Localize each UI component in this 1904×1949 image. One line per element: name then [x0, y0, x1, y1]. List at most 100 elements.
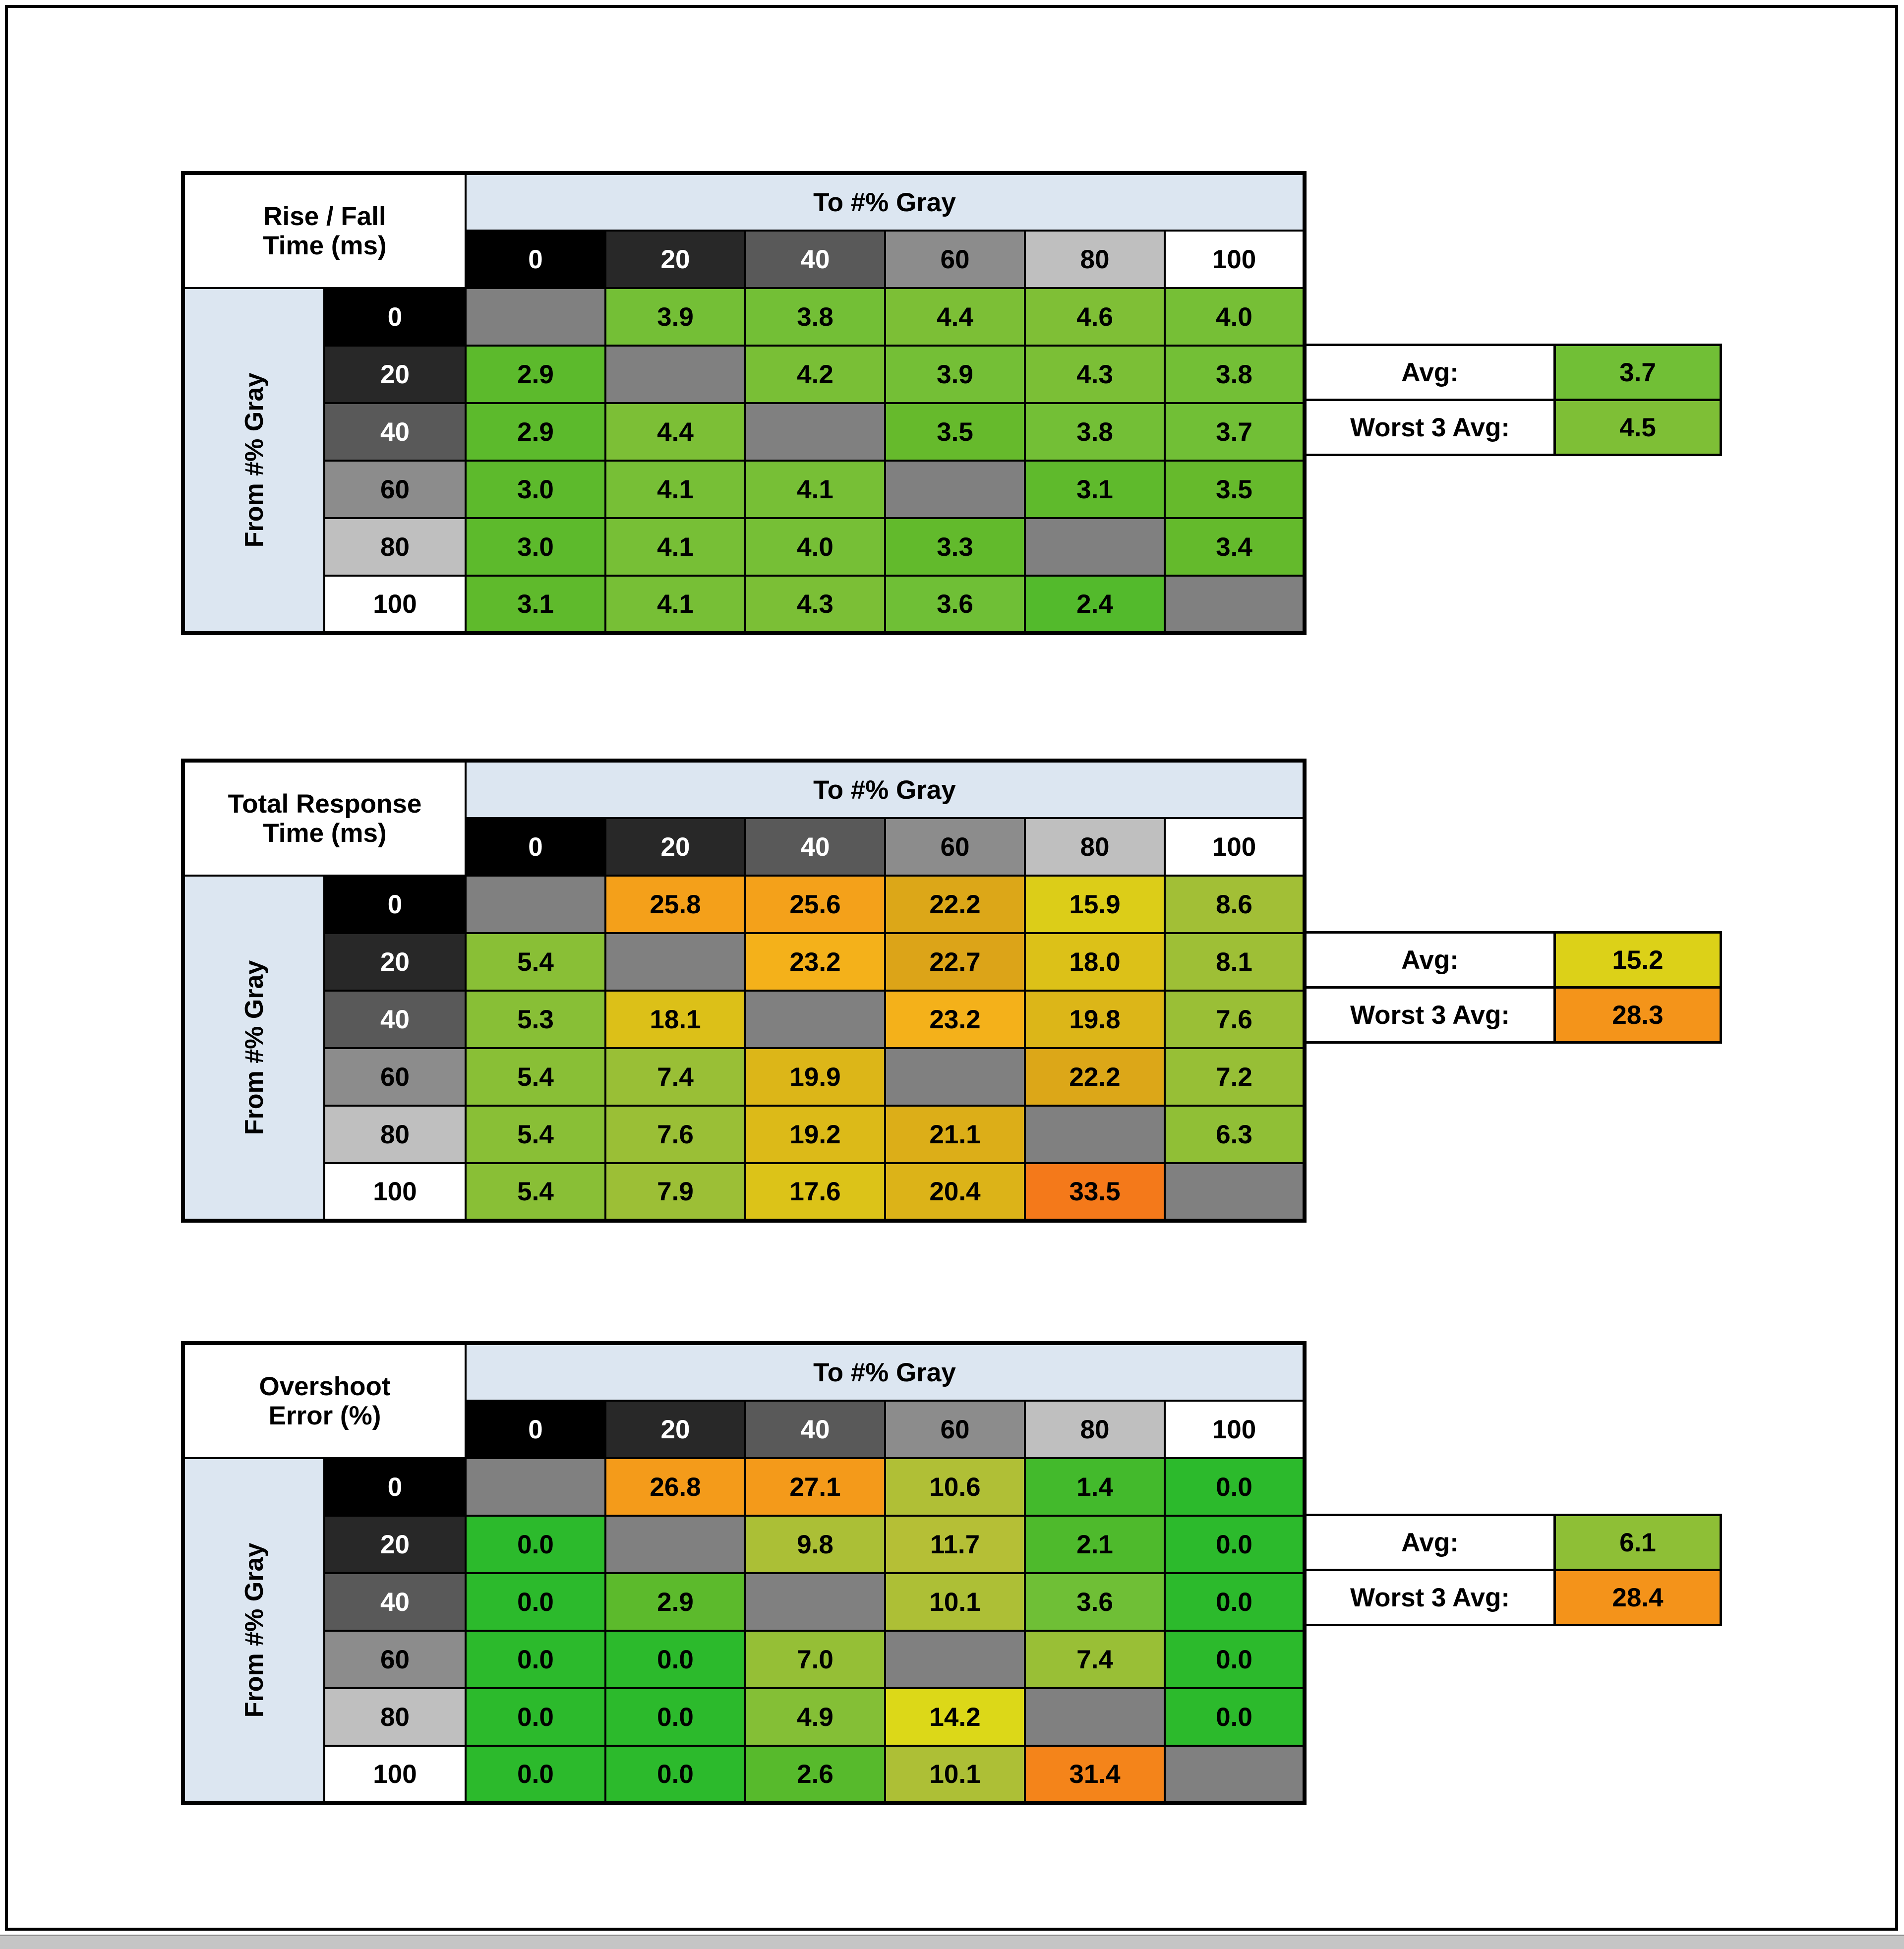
row-header-0: 0	[323, 1457, 467, 1517]
diagonal-cell	[604, 1515, 746, 1574]
heat-cell-r0-c1: 25.8	[604, 875, 746, 934]
col-header-0: 0	[465, 1400, 606, 1459]
heat-cell-r4-c0: 5.4	[465, 1105, 606, 1164]
heat-cell-r0-c1: 3.9	[604, 287, 746, 347]
worst3-label: Worst 3 Avg:	[1304, 1569, 1553, 1626]
heat-cell-r1-c2: 23.2	[744, 932, 886, 992]
col-header-40: 40	[744, 817, 886, 877]
heat-cell-r5-c3: 3.6	[884, 575, 1026, 634]
heat-cell-r1-c0: 2.9	[465, 345, 606, 404]
heat-cell-r4-c5: 0.0	[1164, 1687, 1306, 1747]
avg-value: 6.1	[1553, 1514, 1722, 1571]
heat-cell-r1-c3: 11.7	[884, 1515, 1026, 1574]
total-response-time-avg-row: Avg: 15.2	[1304, 931, 1722, 989]
diagonal-cell	[884, 460, 1026, 519]
diagonal-cell	[604, 932, 746, 992]
heat-cell-r0-c5: 4.0	[1164, 287, 1306, 347]
heat-cell-r3-c2: 7.0	[744, 1630, 886, 1689]
heat-cell-r5-c3: 20.4	[884, 1162, 1026, 1222]
row-header-100: 100	[323, 575, 467, 634]
diagonal-cell	[604, 345, 746, 404]
row-header-60: 60	[323, 1630, 467, 1689]
heat-cell-r5-c0: 5.4	[465, 1162, 606, 1222]
heat-cell-r5-c4: 31.4	[1024, 1745, 1166, 1804]
from-gray-label: From #% Gray	[182, 287, 325, 634]
worst3-value: 4.5	[1553, 399, 1722, 456]
heat-cell-r1-c2: 9.8	[744, 1515, 886, 1574]
heat-cell-r4-c1: 0.0	[604, 1687, 746, 1747]
heat-cell-r1-c5: 3.8	[1164, 345, 1306, 404]
heat-cell-r5-c1: 7.9	[604, 1162, 746, 1222]
heat-cell-r3-c1: 0.0	[604, 1630, 746, 1689]
heat-cell-r4-c2: 4.9	[744, 1687, 886, 1747]
row-header-80: 80	[323, 517, 467, 577]
diagonal-cell	[1024, 1687, 1166, 1747]
heat-cell-r3-c4: 7.4	[1024, 1630, 1166, 1689]
col-header-20: 20	[604, 1400, 746, 1459]
col-header-60: 60	[884, 230, 1026, 289]
heat-cell-r0-c5: 8.6	[1164, 875, 1306, 934]
heat-cell-r1-c4: 4.3	[1024, 345, 1166, 404]
heat-cell-r1-c0: 5.4	[465, 932, 606, 992]
diagonal-cell	[744, 1572, 886, 1632]
row-header-20: 20	[323, 1515, 467, 1574]
row-header-0: 0	[323, 287, 467, 347]
heat-cell-r1-c5: 0.0	[1164, 1515, 1306, 1574]
heat-cell-r1-c5: 8.1	[1164, 932, 1306, 992]
heat-cell-r3-c5: 0.0	[1164, 1630, 1306, 1689]
table-title-line: Rise / Fall	[263, 201, 386, 231]
total-response-time-worst3-row: Worst 3 Avg: 28.3	[1304, 986, 1722, 1044]
col-header-80: 80	[1024, 230, 1166, 289]
row-header-20: 20	[323, 932, 467, 992]
diagonal-cell	[884, 1630, 1026, 1689]
heat-cell-r3-c0: 5.4	[465, 1047, 606, 1107]
diagonal-cell	[1164, 1162, 1306, 1222]
heat-cell-r2-c0: 2.9	[465, 402, 606, 462]
heat-cell-r5-c1: 0.0	[604, 1745, 746, 1804]
col-header-100: 100	[1164, 817, 1306, 877]
heat-cell-r1-c4: 18.0	[1024, 932, 1166, 992]
from-gray-label-text: From #% Gray	[239, 372, 269, 548]
heat-cell-r1-c0: 0.0	[465, 1515, 606, 1574]
heat-cell-r3-c5: 3.5	[1164, 460, 1306, 519]
col-header-20: 20	[604, 817, 746, 877]
col-header-100: 100	[1164, 1400, 1306, 1459]
heat-cell-r2-c1: 2.9	[604, 1572, 746, 1632]
heat-cell-r5-c3: 10.1	[884, 1745, 1026, 1804]
overshoot-error-table: Overshoot Error (%) To #% Gray 0 20 40 60 80 100…	[181, 1341, 1307, 1805]
rise-fall-time-table: Rise / Fall Time (ms) To #% Gray 0 20 40 60 80 1…	[181, 171, 1307, 635]
col-header-80: 80	[1024, 817, 1166, 877]
heat-cell-r0-c2: 3.8	[744, 287, 886, 347]
diagonal-cell	[1164, 575, 1306, 634]
diagonal-cell	[744, 402, 886, 462]
heat-cell-r0-c5: 0.0	[1164, 1457, 1306, 1517]
bottom-scrollbar-strip	[0, 1935, 1904, 1949]
heat-cell-r5-c2: 17.6	[744, 1162, 886, 1222]
to-gray-header: To #% Gray	[465, 172, 1306, 232]
row-header-100: 100	[323, 1162, 467, 1222]
heat-cell-r3-c4: 22.2	[1024, 1047, 1166, 1107]
heat-cell-r3-c2: 4.1	[744, 460, 886, 519]
worst3-value: 28.3	[1553, 986, 1722, 1044]
page-border-frame	[5, 5, 1898, 1931]
avg-value: 3.7	[1553, 344, 1722, 401]
row-header-40: 40	[323, 402, 467, 462]
diagonal-cell	[465, 287, 606, 347]
avg-value: 15.2	[1553, 931, 1722, 989]
heat-cell-r3-c0: 3.0	[465, 460, 606, 519]
diagonal-cell	[1024, 1105, 1166, 1164]
avg-label: Avg:	[1304, 1514, 1553, 1571]
heat-cell-r0-c3: 10.6	[884, 1457, 1026, 1517]
heat-cell-r2-c3: 10.1	[884, 1572, 1026, 1632]
table-title-line: Total Response	[228, 789, 422, 819]
col-header-100: 100	[1164, 230, 1306, 289]
heat-cell-r4-c3: 3.3	[884, 517, 1026, 577]
heat-cell-r0-c1: 26.8	[604, 1457, 746, 1517]
heat-cell-r3-c1: 7.4	[604, 1047, 746, 1107]
heat-cell-r2-c3: 23.2	[884, 990, 1026, 1049]
total-response-time-table: Total Response Time (ms) To #% Gray 0 20 40 60…	[181, 759, 1307, 1223]
diagonal-cell	[1024, 517, 1166, 577]
heat-cell-r3-c1: 4.1	[604, 460, 746, 519]
overshoot-error-title: Overshoot Error (%)	[182, 1342, 467, 1459]
heat-cell-r4-c2: 4.0	[744, 517, 886, 577]
